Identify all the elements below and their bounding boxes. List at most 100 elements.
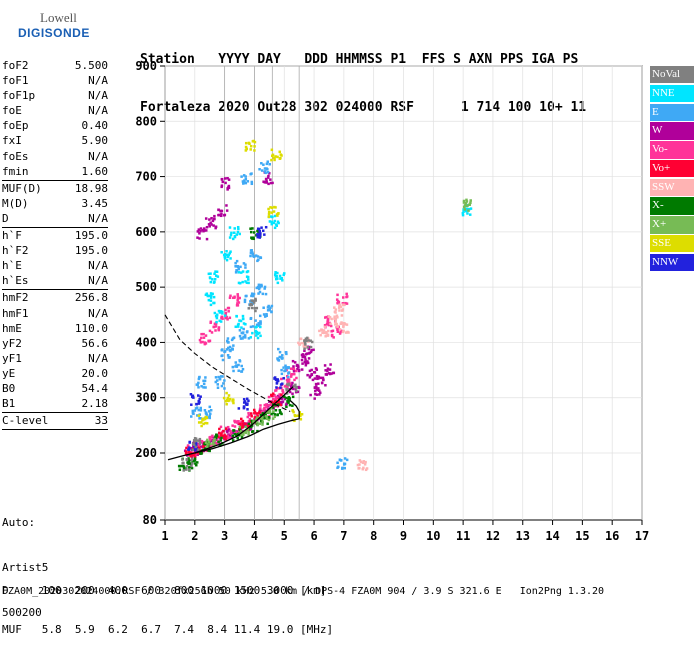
echo-point-vo- — [339, 330, 342, 334]
echo-point-nne — [465, 209, 468, 213]
echo-point-vo- — [281, 389, 284, 393]
echo-point-w — [218, 436, 222, 440]
echo-point-vo- — [279, 403, 283, 407]
echo-point-vo- — [326, 318, 330, 322]
echo-point-ssw — [337, 306, 341, 309]
echo-point-nne — [209, 280, 213, 284]
echo-point-x- — [217, 440, 220, 444]
echo-point-nnw — [247, 399, 250, 403]
echo-point-e — [237, 369, 240, 372]
echo-point-x- — [285, 396, 288, 400]
echo-point-e — [250, 294, 253, 298]
echo-point-e — [240, 370, 244, 373]
echo-point-x- — [195, 461, 199, 464]
echo-point-w — [196, 236, 199, 239]
echo-point-e — [242, 174, 246, 177]
echo-point-vo- — [294, 369, 298, 373]
echo-point-nne — [247, 281, 250, 285]
echo-point-noval — [198, 437, 202, 441]
echo-point-w — [219, 214, 223, 218]
echo-point-sse — [296, 414, 299, 417]
echo-point-nne — [221, 312, 224, 315]
echo-point-w — [309, 374, 312, 378]
echo-point-w — [330, 372, 333, 375]
echo-point-w — [291, 387, 295, 391]
echo-point-w — [314, 367, 318, 370]
echo-point-nne — [228, 236, 232, 239]
echo-point-vo- — [226, 318, 229, 321]
echo-point-e — [221, 354, 224, 357]
echo-point-noval — [198, 442, 202, 445]
echo-point-vo- — [196, 445, 199, 448]
electron-density-profile-dashed — [164, 314, 291, 412]
echo-point-nne — [279, 277, 282, 280]
legend-item-w: W — [650, 122, 694, 140]
param-row: hmF2 256.8 — [2, 290, 108, 305]
param-row: foE N/A — [2, 103, 108, 118]
echo-point-nnw — [194, 449, 197, 452]
echo-point-noval — [250, 303, 254, 307]
param-row: foF1p N/A — [2, 88, 108, 103]
echo-point-e — [257, 321, 261, 325]
echo-point-ssw — [322, 331, 326, 335]
param-value: 18.98 — [74, 181, 108, 195]
echo-point-vo- — [214, 322, 218, 326]
echo-point-noval — [181, 461, 185, 465]
param-value: 3.45 — [81, 196, 109, 210]
echo-point-nne — [215, 270, 219, 273]
param-row: foEp 0.40 — [2, 118, 108, 133]
echo-point-x- — [287, 398, 291, 402]
echo-point-w — [213, 217, 216, 221]
param-value: N/A — [88, 149, 108, 163]
echo-point-w — [186, 454, 189, 457]
echo-point-ssw — [327, 329, 330, 333]
echo-point-nne — [462, 208, 465, 211]
echo-point-noval — [191, 442, 195, 445]
echo-point-w — [292, 365, 295, 368]
echo-point-x- — [199, 452, 202, 455]
echo-point-sse — [205, 416, 208, 419]
echo-point-x- — [271, 410, 275, 413]
echo-point-vo- — [339, 329, 343, 333]
echo-point-w — [224, 181, 227, 185]
echo-point-ssw — [339, 322, 343, 326]
echo-point-nne — [276, 281, 280, 285]
echo-point-sse — [245, 147, 248, 151]
x-tick-label: 6 — [310, 529, 317, 543]
echo-point-nne — [255, 325, 258, 329]
echo-point-w — [304, 358, 307, 361]
echo-point-e — [240, 364, 243, 368]
echo-point-e — [197, 386, 200, 389]
echo-point-x- — [204, 441, 208, 444]
echo-point-vo- — [332, 336, 335, 339]
echo-point-x- — [288, 403, 292, 407]
echo-point-e — [252, 255, 256, 258]
echo-point-e — [196, 383, 199, 387]
echo-point-e — [232, 369, 235, 373]
echo-point-sse — [300, 413, 304, 416]
echo-point-w — [217, 208, 220, 211]
echo-point-noval — [188, 468, 191, 471]
echo-point-w — [302, 354, 305, 357]
echo-point-e — [266, 160, 270, 163]
echo-point-w — [226, 177, 229, 180]
echo-point-e — [243, 298, 247, 302]
echo-point-x- — [467, 209, 470, 212]
echo-point-nnw — [256, 235, 259, 239]
echo-point-w — [226, 188, 229, 191]
echo-point-w — [304, 353, 308, 356]
echo-point-sse — [248, 142, 251, 146]
param-key: foE — [2, 104, 22, 118]
echo-point-vo- — [207, 339, 210, 343]
echo-point-x- — [262, 414, 265, 417]
echo-point-vo- — [252, 408, 256, 412]
legend-item-noval: NoVal — [650, 66, 694, 84]
echo-point-x- — [180, 464, 183, 468]
echo-point-x- — [220, 436, 223, 440]
echo-point-ssw — [339, 305, 343, 308]
echo-point-x- — [272, 411, 275, 415]
echo-point-x- — [247, 422, 251, 426]
echo-point-w — [223, 177, 227, 180]
echo-point-noval — [287, 383, 290, 387]
param-row: foF1 N/A — [2, 73, 108, 88]
